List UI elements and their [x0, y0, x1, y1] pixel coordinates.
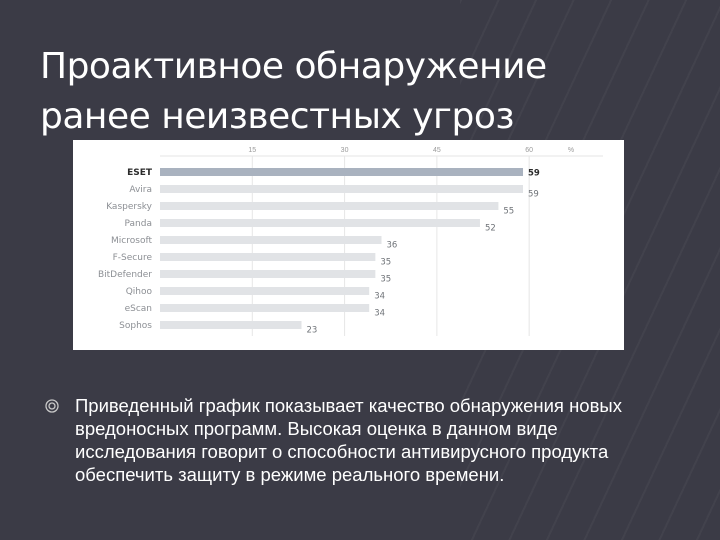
data-label: 23	[307, 326, 318, 336]
bar	[160, 321, 302, 329]
bar	[160, 304, 370, 312]
bar	[160, 202, 499, 210]
data-label: 35	[380, 275, 391, 285]
bar	[160, 236, 382, 244]
x-tick-label: 60	[525, 147, 533, 154]
bar	[160, 270, 376, 278]
bar	[160, 253, 376, 261]
x-tick-label: 15	[248, 147, 256, 154]
circle-bullet-icon	[45, 399, 59, 413]
data-label: 59	[528, 169, 540, 179]
data-label: 59	[528, 190, 539, 200]
category-label: F-Secure	[113, 253, 153, 263]
category-label: Panda	[125, 219, 152, 229]
category-label: ESET	[127, 168, 153, 178]
category-label: BitDefender	[98, 270, 152, 280]
category-label: Sophos	[119, 321, 152, 331]
bar	[160, 185, 524, 193]
category-label: Kaspersky	[106, 202, 152, 212]
data-label: 52	[485, 224, 496, 234]
data-label: 34	[374, 292, 385, 302]
x-tick-label-unit: %	[568, 147, 574, 154]
slide-title: Проактивное обнаружение ранее неизвестны…	[40, 42, 680, 142]
chart-card: 15 30 45 60% ESET 59 Avira 59 Kaspersky 55 Panda 52…	[73, 140, 624, 350]
data-label: 35	[380, 258, 391, 268]
slide-body-text: Приведенный график показывает качество о…	[75, 395, 622, 485]
bar	[160, 168, 524, 176]
data-label: 36	[387, 241, 398, 251]
bar-chart: 15 30 45 60 % ESET 59 Avira 59 Kaspersky 55 Panda 52…	[98, 147, 603, 336]
category-label: Microsoft	[111, 236, 152, 246]
x-tick-label: 30	[341, 147, 349, 154]
title-line-2: ранее неизвестных угроз	[40, 96, 515, 138]
bar	[160, 219, 480, 227]
category-label: Avira	[129, 185, 152, 195]
x-tick-label: 45	[433, 147, 441, 154]
data-label: 34	[374, 309, 385, 319]
category-label: Qihoo	[126, 287, 153, 297]
data-label: 55	[503, 207, 514, 217]
title-line-1: Проактивное обнаружение	[40, 46, 547, 88]
bar	[160, 287, 370, 295]
category-label: eScan	[125, 304, 152, 314]
